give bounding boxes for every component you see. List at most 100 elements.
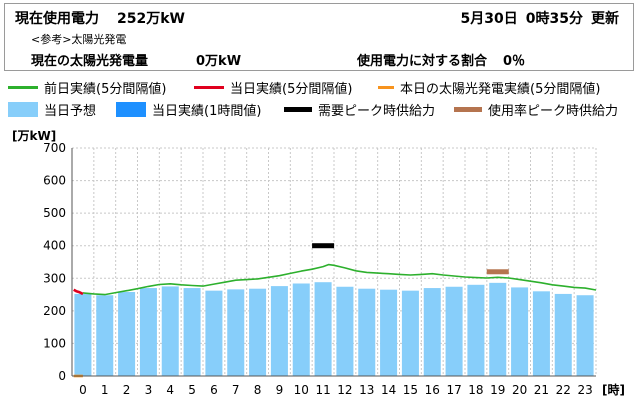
legend-label: 当日予想: [44, 104, 97, 119]
forecast-bar: [532, 291, 550, 376]
today-line: [73, 288, 84, 296]
legend-label: 前日実績(5分間隔値): [44, 82, 167, 97]
y-tick-label: 0: [58, 369, 66, 383]
forecast-bar: [576, 295, 594, 376]
x-tick-label: 6: [210, 383, 218, 397]
x-tick-label: 9: [276, 383, 284, 397]
x-tick-label: 23: [577, 383, 592, 397]
demand-peak-marker: [312, 243, 335, 249]
solar-ratio-label: 使用電力に対する割合: [357, 54, 488, 69]
legend-label: 使用率ピーク時供給力: [488, 104, 619, 119]
x-tick-label: 10: [294, 383, 309, 397]
y-tick-label: 700: [43, 141, 66, 155]
legend-swatch: [194, 86, 224, 89]
y-axis-label: [万kW]: [12, 129, 56, 143]
current-usage-value: 252万kW: [117, 11, 185, 27]
x-tick-label: 11: [315, 383, 330, 397]
forecast-bar: [445, 286, 463, 376]
x-tick-label: 8: [254, 383, 262, 397]
chart-legend: 前日実績(5分間隔値) 当日実績(5分間隔値) 本日の太陽光発電実績(5分間隔値…: [8, 78, 636, 126]
forecast-bar: [183, 288, 201, 376]
legend-item-usage-peak: 使用率ピーク時供給力: [454, 100, 618, 119]
y-tick-label: 100: [43, 336, 66, 350]
solar-generation-value: 0万kW: [196, 54, 242, 69]
y-tick-label: 400: [43, 239, 66, 253]
legend-swatch: [454, 107, 482, 112]
update-timestamp: 5月30日 0時35分 更新: [461, 8, 619, 28]
x-tick-label: 7: [232, 383, 240, 397]
forecast-bar: [336, 286, 354, 376]
legend-item-today-5min: 当日実績(5分間隔値): [194, 78, 352, 97]
solar-ratio-value: 0％: [503, 54, 526, 69]
x-tick-label: 14: [381, 383, 396, 397]
x-tick-label: 20: [512, 383, 527, 397]
forecast-bar: [423, 288, 441, 376]
x-tick-label: 2: [123, 383, 131, 397]
x-tick-label: 5: [188, 383, 196, 397]
y-tick-label: 200: [43, 304, 66, 318]
forecast-bar: [74, 293, 92, 376]
legend-swatch: [378, 86, 394, 89]
usage-peak-marker: [486, 269, 509, 275]
update-label: 更新: [591, 11, 619, 27]
legend-swatch: [116, 102, 146, 117]
legend-swatch: [284, 107, 312, 112]
x-tick-label: 22: [556, 383, 571, 397]
x-tick-label: 12: [337, 383, 352, 397]
forecast-bar: [358, 288, 376, 376]
summary-header: 現在使用電力 252万kW 5月30日 0時35分 更新 <参考>太陽光発電 現在の太…: [4, 3, 634, 71]
x-tick-label: 4: [166, 383, 174, 397]
x-tick-label: 17: [446, 383, 461, 397]
forecast-bar: [467, 284, 485, 376]
solar-generation: 現在の太陽光発電量 0万kW: [31, 50, 241, 69]
forecast-bar: [249, 288, 267, 376]
update-date: 5月30日: [460, 11, 518, 27]
y-tick-label: 500: [43, 206, 66, 220]
x-tick-label: 19: [490, 383, 505, 397]
legend-item-solar: 本日の太陽光発電実績(5分間隔値): [378, 78, 600, 97]
forecast-bar: [96, 295, 114, 376]
forecast-bar: [554, 293, 572, 376]
solar-generation-label: 現在の太陽光発電量: [31, 54, 149, 69]
x-tick-label: 21: [534, 383, 549, 397]
legend-item-demand-peak: 需要ピーク時供給力: [284, 100, 435, 119]
solar-ratio: 使用電力に対する割合 0％: [357, 50, 525, 69]
x-tick-label: 16: [425, 383, 440, 397]
legend-item-prev-day: 前日実績(5分間隔値): [8, 78, 166, 97]
x-tick-label: 15: [403, 383, 418, 397]
y-tick-label: 300: [43, 271, 66, 285]
update-time: 0時35分: [525, 11, 583, 27]
x-tick-label: 13: [359, 383, 374, 397]
y-tick-label: 600: [43, 174, 66, 188]
legend-label: 当日実績(5分間隔値): [230, 82, 353, 97]
forecast-bar: [139, 288, 157, 376]
x-tick-label: 18: [468, 383, 483, 397]
current-usage-label: 現在使用電力: [15, 11, 99, 27]
legend-swatch: [8, 86, 38, 89]
forecast-bar: [292, 283, 310, 376]
forecast-bar: [118, 291, 136, 376]
legend-label: 需要ピーク時供給力: [318, 104, 436, 119]
forecast-bar: [161, 286, 179, 376]
x-axis-label: [時]: [602, 382, 625, 397]
forecast-bar: [270, 286, 288, 376]
current-usage: 現在使用電力 252万kW: [15, 8, 185, 28]
x-tick-label: 3: [145, 383, 153, 397]
forecast-bar: [401, 290, 419, 376]
x-tick-label: 1: [101, 383, 109, 397]
legend-item-today-hourly: 当日実績(1時間値): [116, 100, 261, 119]
legend-item-forecast: 当日予想: [8, 100, 96, 119]
prev-day-line: [82, 263, 597, 296]
forecast-bar: [314, 282, 332, 376]
forecast-bar: [489, 282, 507, 376]
forecast-bar: [205, 290, 223, 376]
legend-label: 当日実績(1時間値): [152, 104, 262, 119]
legend-swatch: [8, 102, 38, 117]
forecast-bar: [227, 289, 245, 376]
solar-reference-note: <参考>太陽光発電: [31, 33, 127, 46]
forecast-bar: [511, 287, 529, 376]
legend-label: 本日の太陽光発電実績(5分間隔値): [400, 82, 601, 97]
forecast-bar: [380, 289, 398, 376]
x-tick-label: 0: [79, 383, 87, 397]
